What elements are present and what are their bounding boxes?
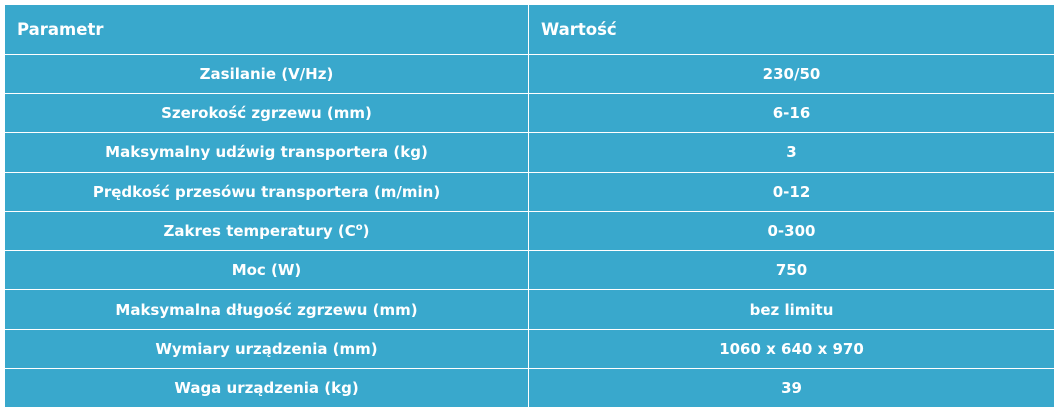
row-parameter: Maksymalny udźwig transportera (kg) — [4, 132, 529, 173]
table-row: Wymiary urządzenia (mm) 1060 x 640 x 970 — [4, 328, 1055, 370]
table-row: Szerokość zgrzewu (mm) 6-16 — [4, 92, 1055, 134]
row-value: 3 — [528, 132, 1055, 173]
table-header-row: Parametr Wartość — [4, 4, 1055, 55]
table-row: Zasilanie (V/Hz) 230/50 — [4, 54, 1055, 94]
degree-sup: o — [355, 222, 363, 234]
table-row: Waga urządzenia (kg) 39 — [4, 368, 1055, 409]
row-parameter: Maksymalna długość zgrzewu (mm) — [4, 289, 529, 330]
row-parameter: Szerokość zgrzewu (mm) — [4, 92, 529, 134]
table-row: Maksymalna długość zgrzewu (mm) bez limi… — [4, 289, 1055, 330]
row-parameter: Zakres temperatury (Co) — [4, 210, 529, 252]
row-value: 1060 x 640 x 970 — [528, 328, 1055, 370]
table-row: Zakres temperatury (Co) 0-300 — [4, 210, 1055, 252]
table-row: Maksymalny udźwig transportera (kg) 3 — [4, 132, 1055, 173]
row-value: 0-300 — [528, 210, 1055, 252]
temperature-label-suffix: ) — [362, 222, 370, 241]
row-parameter: Prędkość przesówu transportera (m/min) — [4, 171, 529, 212]
row-value: 750 — [528, 250, 1055, 291]
row-value: 39 — [528, 368, 1055, 409]
row-value: 6-16 — [528, 92, 1055, 134]
temperature-label: Zakres temperatury (C — [163, 222, 356, 241]
header-parameter: Parametr — [4, 4, 529, 55]
row-parameter: Moc (W) — [4, 250, 529, 291]
row-value: 0-12 — [528, 171, 1055, 212]
row-value: bez limitu — [528, 289, 1055, 330]
table-row: Moc (W) 750 — [4, 250, 1055, 291]
spec-table: Parametr Wartość Zasilanie (V/Hz) 230/50… — [4, 4, 1055, 409]
row-parameter: Waga urządzenia (kg) — [4, 368, 529, 409]
row-parameter: Wymiary urządzenia (mm) — [4, 328, 529, 370]
row-parameter: Zasilanie (V/Hz) — [4, 54, 529, 94]
header-value: Wartość — [528, 4, 1055, 55]
table-row: Prędkość przesówu transportera (m/min) 0… — [4, 171, 1055, 212]
row-value: 230/50 — [528, 54, 1055, 94]
